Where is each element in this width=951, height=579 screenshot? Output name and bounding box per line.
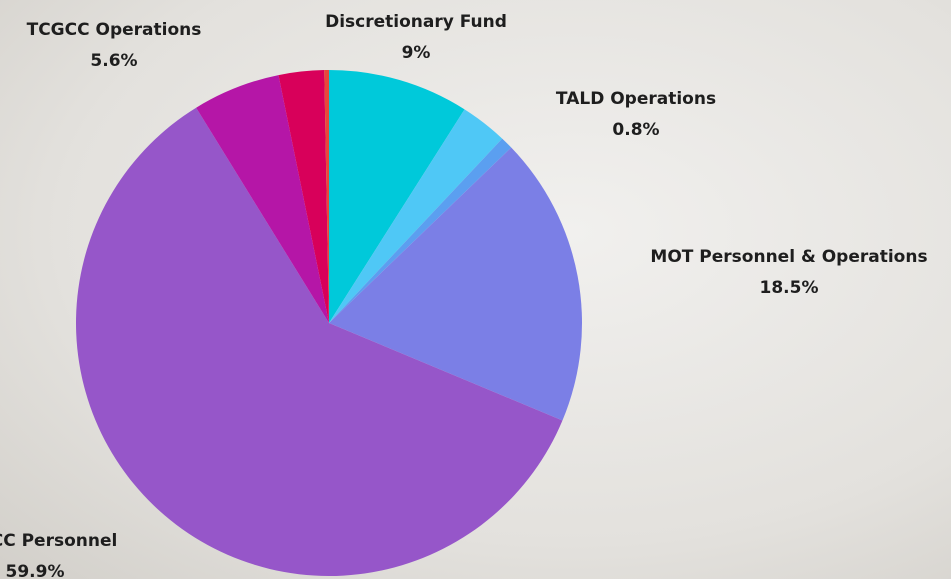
slice-value-label: 9% [402,43,431,63]
slice-label: MOT Personnel & Operations [650,247,927,267]
slice-label: Discretionary Fund [325,12,507,32]
slice-label: TALD Operations [556,89,716,109]
slice-label: TCGCC Operations [27,20,202,40]
slice-value-label: 59.9% [6,562,65,579]
pie [76,70,582,576]
slice-value-label: 18.5% [760,278,819,298]
slice-value-label: 5.6% [90,51,137,71]
slice-value-label: 0.8% [612,120,659,140]
slice-label: TCGCC Personnel [0,531,117,551]
page: {"chart_data": {"type": "pie", "categori… [0,0,951,579]
chart: Discretionary Fund 9% TALD Operations 0.8% M… [0,0,951,579]
